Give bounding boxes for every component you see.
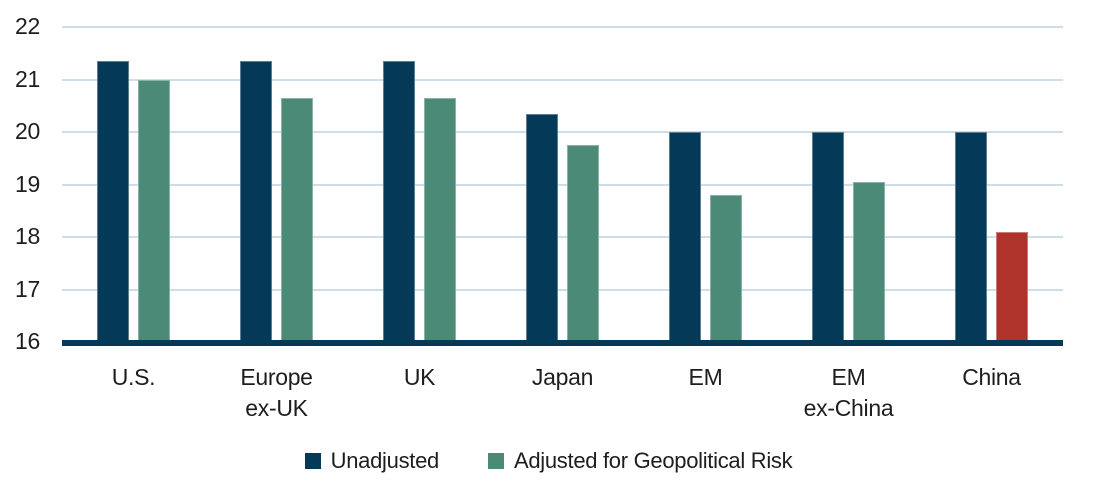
- legend-label-unadjusted: Unadjusted: [330, 448, 440, 473]
- x-category-label-uk: UK: [403, 364, 436, 390]
- y-tick-label-21: 21: [15, 65, 40, 92]
- bar-unadjusted-japan: [526, 113, 558, 342]
- legend-item-unadjusted: Unadjusted: [304, 448, 440, 474]
- bar-adjusted-japan: [567, 145, 599, 342]
- bar-adjusted-europe-ex-uk: [281, 97, 313, 342]
- gridline-22: [62, 26, 1063, 28]
- gridline-20: [62, 131, 1063, 133]
- bar-unadjusted-em: [669, 132, 701, 342]
- bar-unadjusted-europe-ex-uk: [240, 61, 272, 342]
- bar-adjusted-em-ex-china: [853, 181, 885, 342]
- gridline-21: [62, 78, 1063, 81]
- legend-item-adjusted: Adjusted for Geopolitical Risk: [487, 448, 793, 474]
- x-axis-line: [62, 340, 1063, 346]
- legend: Unadjusted Adjusted for Geopolitical Ris…: [0, 448, 1097, 474]
- bar-adjusted-em: [710, 195, 742, 342]
- legend-swatch-adjusted: [487, 453, 504, 469]
- y-tick-label-16: 16: [15, 328, 40, 354]
- y-tick-label-17: 17: [15, 275, 40, 302]
- bar-unadjusted-u-s-: [97, 61, 129, 342]
- gridline-18: [62, 236, 1063, 238]
- y-tick-label-18: 18: [15, 223, 40, 249]
- bar-adjusted-uk: [424, 97, 456, 342]
- y-tick-label-19: 19: [15, 170, 40, 197]
- bar-unadjusted-em-ex-china: [812, 132, 844, 342]
- y-tick-label-20: 20: [15, 118, 40, 144]
- bar-adjusted-china: [996, 231, 1028, 342]
- x-category-label-japan: Japan: [531, 364, 594, 390]
- y-tick-label-22: 22: [15, 13, 40, 39]
- x-category-label-em-ex-china: EM ex-China: [803, 364, 894, 421]
- x-category-label-u-s-: U.S.: [111, 364, 156, 390]
- x-category-label-china: China: [962, 364, 1021, 390]
- x-category-label-europe-ex-uk: Europe ex-UK: [240, 364, 313, 421]
- legend-swatch-unadjusted: [304, 453, 321, 469]
- x-category-label-em: EM: [688, 364, 723, 390]
- gridline-17: [62, 288, 1063, 291]
- bar-unadjusted-uk: [383, 61, 415, 342]
- bar-unadjusted-china: [955, 132, 987, 342]
- legend-label-adjusted: Adjusted for Geopolitical Risk: [513, 448, 793, 473]
- bar-adjusted-u-s-: [138, 79, 170, 342]
- gridline-19: [62, 183, 1063, 186]
